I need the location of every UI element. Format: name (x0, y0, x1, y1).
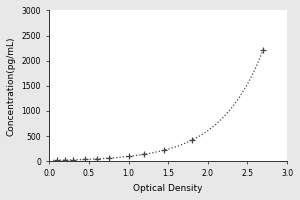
X-axis label: Optical Density: Optical Density (134, 184, 203, 193)
Y-axis label: Concentration(pg/mL): Concentration(pg/mL) (7, 36, 16, 136)
